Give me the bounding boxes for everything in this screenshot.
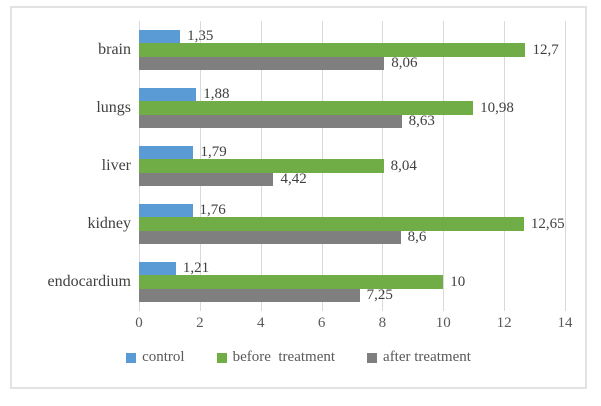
legend-swatch: [216, 352, 227, 363]
bar-control: [139, 87, 197, 102]
bar-row: 1,88: [139, 86, 565, 103]
x-tick-label: 2: [196, 315, 204, 331]
plot-area: 1,35 12,7 8,06 1,88 10,98 8,63 1,79 8,04 4,42 1,7…: [139, 21, 565, 311]
bar-after-treatment: [139, 172, 274, 187]
bar-value-label: 1,76: [199, 202, 226, 219]
bar-value-label: 8,6: [407, 228, 427, 245]
bar-before-treatment: [139, 43, 526, 57]
bar-row: 1,35: [139, 28, 565, 45]
bar-row: 8,6: [139, 228, 565, 245]
bar-row: 1,79: [139, 144, 565, 161]
bar-value-label: 1,21: [182, 260, 210, 277]
bar-row: 4,42: [139, 170, 565, 187]
bar-row: 10: [139, 273, 565, 290]
legend-item: after treatment: [367, 350, 471, 365]
bar-value-label: 12,65: [530, 215, 565, 232]
bar-after-treatment: [139, 230, 401, 245]
bar-value-label: 1,88: [203, 86, 230, 103]
bar-row: 7,25: [139, 286, 565, 303]
bar-before-treatment: [139, 159, 384, 173]
category-label: kidney: [87, 215, 131, 232]
bar-control: [139, 261, 176, 276]
bar-before-treatment: [139, 101, 474, 115]
gridline: [504, 21, 506, 311]
bar-value-label: 12,7: [532, 41, 559, 58]
bar-row: 12,65: [139, 215, 565, 232]
bar-group: 1,35 12,7 8,06: [139, 21, 565, 79]
bar-value-label: 10,98: [480, 99, 514, 116]
x-tick-label: 4: [256, 315, 265, 331]
bar-row: 1,21: [139, 260, 565, 277]
bar-after-treatment: [139, 56, 385, 71]
legend-item: control: [126, 350, 185, 365]
bar-value-label: 1,79: [200, 144, 227, 161]
bar-value-label: 10: [450, 273, 466, 290]
category-label: liver: [101, 157, 131, 174]
legend-label: after treatment: [383, 349, 471, 365]
gridline: [443, 21, 445, 311]
x-tick-label: 14: [557, 315, 573, 331]
bar-value-label: 7,25: [366, 286, 393, 303]
category-label: lungs: [96, 99, 131, 116]
bar-after-treatment: [139, 114, 402, 129]
bar-before-treatment: [139, 275, 444, 289]
legend-swatch: [367, 352, 378, 363]
bar-row: 8,04: [139, 157, 565, 174]
bar-group: 1,76 12,65 8,6: [139, 195, 565, 253]
bar-row: 8,63: [139, 112, 565, 129]
category-label: endocardium: [47, 273, 131, 290]
bar-group: 1,79 8,04 4,42: [139, 137, 565, 195]
bar-row: 10,98: [139, 99, 565, 116]
legend-label: control: [142, 349, 185, 365]
bar-value-label: 8,04: [390, 157, 417, 174]
chart-frame: brain lungs liver kidney endocardium 1,35 12,…: [10, 6, 587, 389]
x-tick-label: 6: [317, 315, 326, 331]
bar-group: 1,88 10,98 8,63: [139, 79, 565, 137]
bar-before-treatment: [139, 217, 524, 231]
bar-row: 1,76: [139, 202, 565, 219]
bar-row: 8,06: [139, 54, 565, 71]
x-tick-label: 8: [378, 315, 387, 331]
category-axis: brain lungs liver kidney endocardium: [14, 21, 131, 311]
bar-after-treatment: [139, 288, 360, 303]
gridline: [565, 21, 566, 311]
bar-control: [139, 29, 181, 44]
bar-value-label: 4,42: [280, 170, 307, 187]
bar-control: [139, 145, 194, 160]
x-tick-label: 12: [496, 315, 512, 331]
bar-group: 1,21 10 7,25: [139, 253, 565, 311]
category-label: brain: [98, 41, 131, 58]
legend: control before treatment after treatment: [12, 350, 585, 365]
x-tick-label: 10: [435, 315, 451, 331]
bar-control: [139, 203, 193, 218]
legend-swatch: [126, 352, 137, 363]
legend-item: before treatment: [216, 349, 336, 365]
x-axis: 0 2 4 6 8 10 12 14: [135, 315, 572, 335]
bar-value-label: 1,35: [187, 28, 214, 45]
bar-value-label: 8,06: [391, 54, 418, 71]
bar-value-label: 8,63: [408, 112, 435, 129]
x-tick-label: 0: [135, 315, 143, 331]
bar-row: 12,7: [139, 41, 565, 58]
legend-label: before treatment: [232, 349, 336, 365]
